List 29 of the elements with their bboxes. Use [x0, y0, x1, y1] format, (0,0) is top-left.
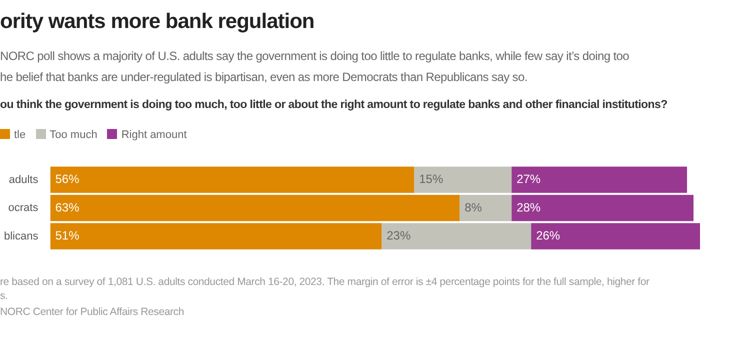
- text: NORC Center for Public Affairs Research: [0, 305, 184, 319]
- bar: [50, 166, 414, 193]
- legend-label: Right amount: [120, 129, 187, 141]
- y-tick-label: adults: [8, 174, 39, 186]
- data-label: 26%: [536, 228, 560, 243]
- bar: [531, 223, 700, 250]
- data-label: 63%: [55, 200, 80, 214]
- chart-subtitle: NORC poll shows a majority of U.S. adults say the government is doing too little to regulate banks, while few say it’s doing too he belief that banks are under-regulated is bipartisan, even as more Democrats than Republicans say so.: [0, 48, 630, 86]
- data-label: 15%: [419, 172, 444, 186]
- data-label: 27%: [516, 172, 541, 186]
- text: re based on a survey of 1,081 U.S. adults conducted March 16-20, 2023. The margin of error is ±4 percentage points for the full sample, higher for s.: [0, 275, 650, 303]
- data-label: 8%: [464, 200, 482, 214]
- bar: [50, 194, 460, 222]
- data-label: 56%: [55, 172, 80, 186]
- bar: [50, 223, 382, 250]
- data-label: 28%: [516, 200, 541, 214]
- y-tick-label: blicans: [4, 230, 39, 242]
- bar: [414, 166, 512, 193]
- legend-label: tle: [13, 129, 26, 141]
- bar: [460, 194, 512, 222]
- bar: [382, 223, 532, 250]
- y-tick-label: ocrats: [8, 202, 39, 214]
- data-label: 23%: [386, 228, 411, 243]
- bar: [512, 194, 694, 222]
- chart-title: ority wants more bank regulation: [0, 10, 314, 34]
- legend-label: Too much: [48, 129, 98, 141]
- data-label: 51%: [55, 228, 80, 243]
- bar: [512, 166, 688, 193]
- x-axis-title: ou think the government is doing too much, too little or about the right amount to regulate banks and other financial institutions?: [0, 99, 668, 111]
